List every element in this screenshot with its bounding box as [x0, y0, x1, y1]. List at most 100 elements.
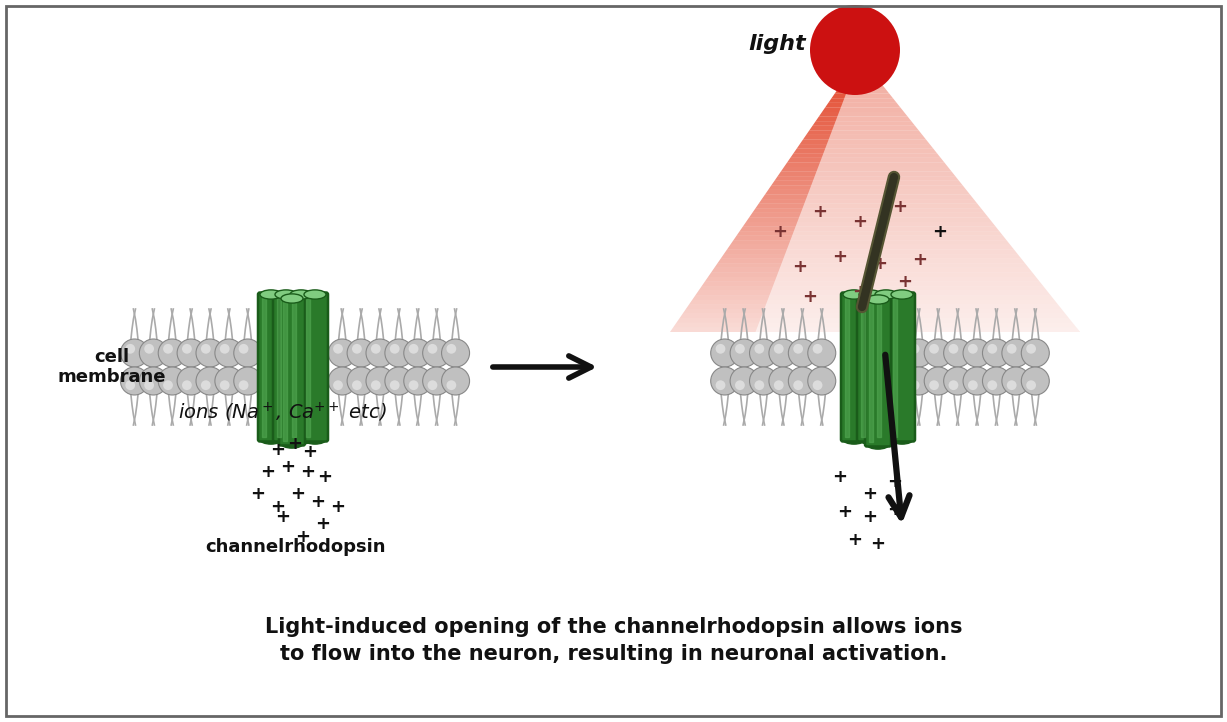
Polygon shape: [774, 176, 960, 180]
Circle shape: [1026, 344, 1036, 354]
Polygon shape: [822, 108, 904, 112]
Circle shape: [347, 339, 375, 367]
Circle shape: [366, 367, 394, 395]
Circle shape: [409, 344, 418, 354]
Polygon shape: [806, 131, 923, 135]
Circle shape: [447, 344, 456, 354]
Circle shape: [904, 339, 933, 367]
Text: +: +: [872, 255, 887, 273]
Circle shape: [177, 367, 205, 395]
Polygon shape: [714, 264, 1028, 268]
Circle shape: [177, 339, 205, 367]
Ellipse shape: [859, 435, 881, 444]
Circle shape: [774, 344, 784, 354]
Text: +: +: [863, 485, 877, 503]
Text: +: +: [887, 501, 903, 519]
FancyBboxPatch shape: [856, 292, 883, 441]
Text: Light-induced opening of the channelrhodopsin allows ions: Light-induced opening of the channelrhod…: [265, 617, 963, 637]
Circle shape: [1021, 339, 1049, 367]
FancyBboxPatch shape: [272, 292, 299, 441]
Polygon shape: [746, 217, 991, 222]
Polygon shape: [756, 204, 982, 208]
Text: +: +: [933, 223, 947, 241]
Circle shape: [158, 367, 187, 395]
Circle shape: [196, 339, 225, 367]
Circle shape: [333, 344, 342, 354]
Circle shape: [442, 339, 470, 367]
Text: cell
membrane: cell membrane: [58, 347, 166, 386]
Text: +: +: [897, 273, 913, 291]
Circle shape: [163, 344, 173, 354]
Polygon shape: [784, 162, 948, 167]
Ellipse shape: [859, 290, 881, 299]
Circle shape: [422, 339, 450, 367]
Circle shape: [750, 339, 778, 367]
Circle shape: [988, 380, 998, 390]
Circle shape: [793, 380, 802, 390]
Circle shape: [807, 339, 836, 367]
Polygon shape: [788, 158, 945, 162]
Polygon shape: [736, 231, 1002, 236]
Text: +: +: [301, 463, 315, 481]
Circle shape: [442, 367, 470, 395]
Polygon shape: [756, 57, 1080, 332]
Text: +: +: [310, 493, 325, 511]
Polygon shape: [850, 66, 871, 71]
Circle shape: [352, 380, 362, 390]
Text: +: +: [287, 435, 303, 453]
Polygon shape: [696, 291, 1050, 295]
Circle shape: [333, 380, 342, 390]
Polygon shape: [794, 149, 937, 153]
Circle shape: [789, 367, 816, 395]
Polygon shape: [810, 126, 919, 131]
Circle shape: [409, 380, 418, 390]
Circle shape: [988, 344, 998, 354]
Text: +: +: [250, 485, 265, 503]
FancyBboxPatch shape: [872, 292, 899, 441]
Circle shape: [1007, 344, 1017, 354]
Polygon shape: [796, 144, 934, 149]
FancyBboxPatch shape: [279, 297, 306, 445]
Polygon shape: [728, 245, 1014, 250]
Ellipse shape: [304, 290, 326, 299]
Circle shape: [328, 339, 356, 367]
Polygon shape: [768, 186, 967, 190]
Ellipse shape: [891, 435, 913, 444]
Polygon shape: [854, 61, 867, 66]
Text: +: +: [270, 441, 286, 459]
Circle shape: [182, 344, 191, 354]
Ellipse shape: [843, 435, 865, 444]
Polygon shape: [778, 172, 956, 176]
Circle shape: [371, 380, 380, 390]
Circle shape: [924, 339, 952, 367]
Circle shape: [807, 367, 836, 395]
Polygon shape: [674, 323, 1076, 327]
Circle shape: [145, 344, 155, 354]
Circle shape: [328, 367, 356, 395]
Circle shape: [948, 380, 958, 390]
Circle shape: [769, 339, 798, 367]
Circle shape: [385, 367, 413, 395]
Polygon shape: [686, 305, 1061, 309]
Circle shape: [371, 344, 380, 354]
Polygon shape: [676, 318, 1072, 323]
Circle shape: [366, 339, 394, 367]
Text: +: +: [863, 508, 877, 526]
Text: +: +: [773, 223, 788, 241]
Circle shape: [812, 344, 822, 354]
FancyBboxPatch shape: [302, 292, 328, 441]
Circle shape: [789, 339, 816, 367]
Circle shape: [447, 380, 456, 390]
Circle shape: [948, 344, 958, 354]
Polygon shape: [826, 103, 901, 108]
Ellipse shape: [867, 295, 890, 304]
Circle shape: [983, 339, 1011, 367]
Circle shape: [715, 344, 725, 354]
Circle shape: [390, 380, 400, 390]
Polygon shape: [832, 94, 893, 98]
Text: +: +: [270, 498, 286, 516]
Circle shape: [234, 339, 261, 367]
FancyBboxPatch shape: [288, 292, 314, 441]
Polygon shape: [708, 272, 1036, 277]
Circle shape: [385, 339, 413, 367]
